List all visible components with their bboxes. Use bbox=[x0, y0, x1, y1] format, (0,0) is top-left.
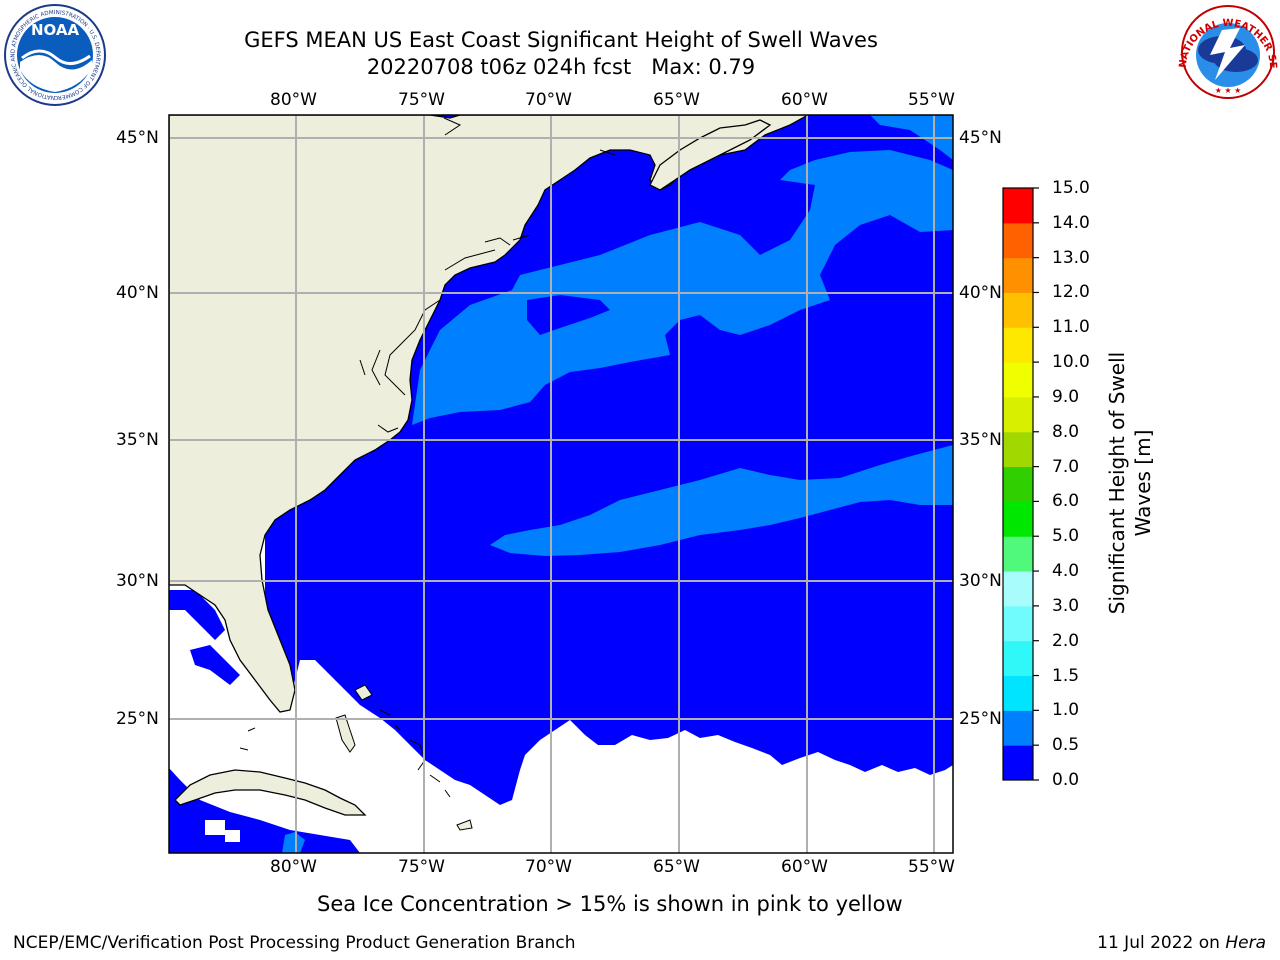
colorbar-segment bbox=[1003, 710, 1033, 746]
colorbar-tick-label: 3.0 bbox=[1052, 595, 1080, 616]
colorbar bbox=[1003, 188, 1033, 781]
noaa-logo-text: NOAA bbox=[31, 21, 80, 39]
colorbar-frame bbox=[1002, 187, 1034, 781]
no-data-patch bbox=[225, 830, 240, 842]
colorbar-segment bbox=[1003, 605, 1033, 642]
colorbar-tick-label: 11.0 bbox=[1052, 317, 1090, 338]
colorbar-tick-label: 10.0 bbox=[1052, 352, 1090, 373]
lon-label-top-65w: 65°W bbox=[653, 90, 700, 110]
chart-subtitle: 20220708 t06z 024h fcst Max: 0.79 bbox=[366, 55, 756, 79]
lat-label-left-35n: 35°N bbox=[116, 430, 159, 450]
graticule bbox=[169, 115, 953, 853]
colorbar-segment bbox=[1003, 292, 1033, 328]
lon-label-top-80w: 80°W bbox=[270, 90, 317, 110]
lat-label-left-25n: 25°N bbox=[116, 709, 159, 729]
colorbar-segment bbox=[1003, 501, 1033, 537]
lat-label-right-45n: 45°N bbox=[959, 128, 1002, 148]
colorbar-segment bbox=[1003, 222, 1033, 259]
colorbar-tick-label: 5.0 bbox=[1052, 526, 1080, 547]
colorbar-segment bbox=[1003, 745, 1033, 781]
coastline-detail-ne bbox=[443, 117, 616, 271]
lat-label-right-40n: 40°N bbox=[959, 283, 1002, 303]
colorbar-segment bbox=[1003, 362, 1033, 398]
no-data-patch bbox=[205, 820, 225, 835]
swell-mid-band-north bbox=[412, 150, 953, 425]
lat-label-left-40n: 40°N bbox=[116, 283, 159, 303]
sea-ice-note: Sea Ice Concentration > 15% is shown in … bbox=[317, 892, 903, 916]
colorbar-tick-label: 1.0 bbox=[1052, 700, 1080, 721]
colorbar-tick-label: 14.0 bbox=[1052, 212, 1090, 233]
chart-title: GEFS MEAN US East Coast Significant Heig… bbox=[244, 28, 878, 52]
lon-label-top-75w: 75°W bbox=[398, 90, 445, 110]
footer-date-text: 11 Jul 2022 on bbox=[1097, 933, 1226, 953]
footer-host: Hera bbox=[1225, 933, 1266, 953]
footer-date: 11 Jul 2022 on Hera bbox=[1097, 933, 1266, 953]
colorbar-segment bbox=[1003, 675, 1033, 711]
swell-mid-band-north-east bbox=[870, 115, 953, 160]
colorbar-tick-label: 4.0 bbox=[1052, 561, 1080, 582]
swell-mid-band-south bbox=[490, 445, 953, 556]
land-bahamas-2 bbox=[354, 684, 373, 701]
lat-label-right-35n: 35°N bbox=[959, 430, 1002, 450]
colorbar-label-line2: Waves [m] bbox=[1131, 429, 1155, 537]
swell-mid-patch-caribbean bbox=[282, 832, 305, 853]
land-bahamas bbox=[335, 714, 356, 753]
colorbar-segment bbox=[1003, 257, 1033, 293]
swell-low-gap bbox=[527, 295, 610, 335]
colorbar-segment bbox=[1003, 188, 1033, 224]
lon-label-bottom-75w: 75°W bbox=[398, 857, 445, 877]
lon-label-top-70w: 70°W bbox=[525, 90, 572, 110]
lon-label-top-60w: 60°W bbox=[781, 90, 828, 110]
colorbar-segment bbox=[1003, 431, 1033, 468]
land-cuba bbox=[174, 769, 367, 816]
colorbar-segment bbox=[1003, 536, 1033, 572]
colorbar-segment bbox=[1003, 396, 1033, 433]
colorbar-tick-label: 12.0 bbox=[1052, 282, 1090, 303]
land-small-island-2 bbox=[239, 709, 401, 751]
colorbar-label-line1: Significant Height of Swell bbox=[1105, 351, 1129, 615]
colorbar-segment bbox=[1003, 466, 1033, 502]
colorbar-tick-label: 13.0 bbox=[1052, 247, 1090, 268]
colorbar-tick-label: 15.0 bbox=[1052, 178, 1090, 198]
map-area bbox=[169, 115, 953, 853]
colorbar-tick-label: 2.0 bbox=[1052, 630, 1080, 651]
lon-label-bottom-65w: 65°W bbox=[653, 857, 700, 877]
colorbar-tick-label: 8.0 bbox=[1052, 421, 1080, 442]
colorbar-tick-marks bbox=[1033, 187, 1039, 781]
swell-low-field-gulf bbox=[169, 590, 225, 640]
noaa-logo: NOAA NATIONAL OCEANIC AND ATMOSPHERIC AD… bbox=[0, 0, 106, 106]
lon-label-bottom-70w: 70°W bbox=[525, 857, 572, 877]
colorbar-tick-label: 0.5 bbox=[1052, 735, 1080, 756]
lon-label-bottom-80w: 80°W bbox=[270, 857, 317, 877]
colorbar-tick-label: 7.0 bbox=[1052, 456, 1080, 477]
colorbar-segment bbox=[1003, 327, 1033, 363]
coastline-detail bbox=[359, 299, 441, 433]
colorbar-tick-label: 9.0 bbox=[1052, 386, 1080, 407]
colorbar-segment bbox=[1003, 640, 1033, 677]
lat-label-left-45n: 45°N bbox=[116, 128, 159, 148]
colorbar-tick-label: 0.0 bbox=[1052, 770, 1080, 790]
swell-low-field-gulf-2 bbox=[190, 645, 240, 685]
lat-label-right-30n: 30°N bbox=[959, 571, 1002, 591]
colorbar-segment bbox=[1003, 571, 1033, 607]
lat-label-right-25n: 25°N bbox=[959, 709, 1002, 729]
lon-label-bottom-60w: 60°W bbox=[781, 857, 828, 877]
land-hispaniola-fragment bbox=[456, 819, 473, 831]
colorbar-tick-label: 6.0 bbox=[1052, 491, 1080, 512]
footer-credit: NCEP/EMC/Verification Post Processing Pr… bbox=[13, 933, 576, 953]
map-frame bbox=[168, 114, 954, 854]
land-small-island bbox=[409, 739, 451, 798]
lat-label-left-30n: 30°N bbox=[116, 571, 159, 591]
lon-label-bottom-55w: 55°W bbox=[908, 857, 955, 877]
lon-label-top-55w: 55°W bbox=[908, 90, 955, 110]
colorbar-tick-label: 1.5 bbox=[1052, 665, 1080, 686]
nws-stars: ★ ★ ★ bbox=[1215, 86, 1242, 95]
